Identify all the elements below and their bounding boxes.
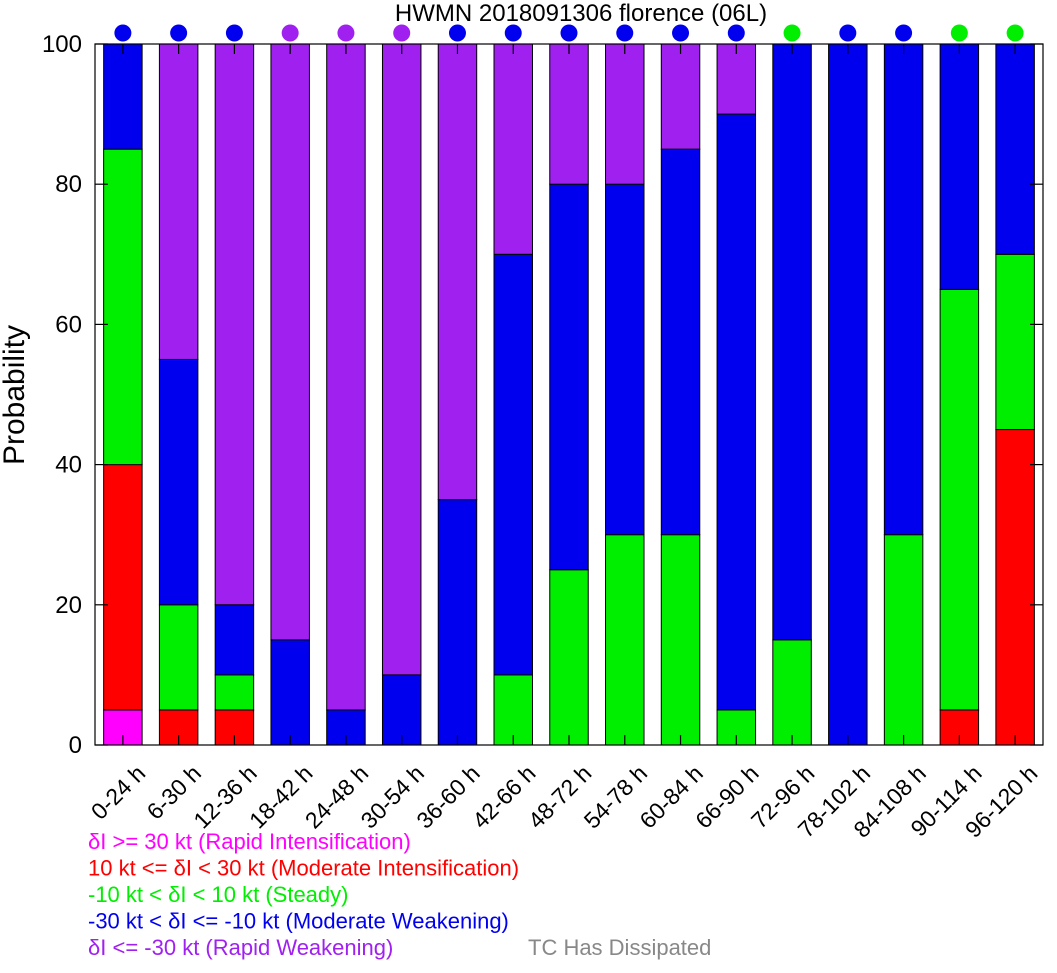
y-tick-label-3: 60 <box>55 311 82 338</box>
bar-segment-7-4 <box>493 43 533 255</box>
legend: δI >= 30 kt (Rapid Intensification)10 kt… <box>88 829 711 960</box>
top-marker-4 <box>337 24 355 42</box>
y-tick-label-4: 80 <box>55 171 82 198</box>
top-marker-16 <box>1006 24 1024 42</box>
bars-layer <box>103 43 1035 746</box>
legend-dissipated-note: TC Has Dissipated <box>528 935 711 960</box>
bar-segment-0-1 <box>103 464 143 711</box>
top-marker-3 <box>281 24 299 42</box>
bar-segment-9-2 <box>605 534 645 746</box>
top-markers-layer <box>114 24 1024 42</box>
bar-segment-16-1 <box>995 429 1035 746</box>
bar-segment-5-4 <box>381 43 422 676</box>
bar-segment-16-3 <box>995 43 1035 255</box>
bar-segment-1-2 <box>158 604 199 711</box>
bar-segment-10-4 <box>660 43 701 150</box>
top-marker-8 <box>560 24 578 42</box>
top-marker-0 <box>114 24 132 42</box>
bar-segment-8-2 <box>549 569 589 746</box>
bar-segment-15-2 <box>939 288 980 711</box>
top-marker-7 <box>504 24 522 42</box>
bar-segment-4-4 <box>326 43 366 711</box>
bar-segment-10-2 <box>660 534 701 746</box>
bar-segment-2-3 <box>214 604 255 676</box>
top-marker-12 <box>783 24 801 42</box>
top-marker-13 <box>839 24 857 42</box>
top-marker-5 <box>393 24 411 42</box>
legend-entry-1: 10 kt <= δI < 30 kt (Moderate Intensific… <box>88 856 519 881</box>
bar-segment-16-2 <box>995 253 1035 431</box>
bar-segment-12-3 <box>772 43 812 641</box>
bar-segment-2-2 <box>214 674 255 711</box>
bar-segment-2-4 <box>214 43 255 606</box>
top-marker-11 <box>727 24 745 42</box>
bar-segment-9-3 <box>605 183 645 536</box>
bar-segment-3-3 <box>270 639 310 746</box>
y-tick-label-0: 0 <box>69 732 82 759</box>
bar-segment-6-4 <box>437 43 478 501</box>
bar-segment-0-3 <box>103 43 143 150</box>
top-marker-15 <box>950 24 968 42</box>
top-marker-14 <box>895 24 913 42</box>
bar-segment-5-3 <box>381 674 422 746</box>
bar-segment-1-3 <box>158 358 199 606</box>
bar-segment-8-4 <box>549 43 589 185</box>
bar-segment-11-4 <box>716 43 757 115</box>
legend-entry-0: δI >= 30 kt (Rapid Intensification) <box>88 829 411 854</box>
bar-segment-13-3 <box>828 43 868 746</box>
top-marker-9 <box>616 24 634 42</box>
bar-segment-7-2 <box>493 674 533 746</box>
bar-segment-12-2 <box>772 639 812 746</box>
y-tick-label-5: 100 <box>42 31 82 58</box>
bar-segment-14-2 <box>883 534 924 746</box>
bar-segment-15-3 <box>939 43 980 290</box>
top-marker-6 <box>448 24 466 42</box>
bar-segment-10-3 <box>660 148 701 536</box>
bar-segment-0-2 <box>103 148 143 466</box>
bar-segment-6-3 <box>437 499 478 746</box>
chart-title: HWMN 2018091306 florence (06L) <box>395 0 767 27</box>
top-marker-2 <box>225 24 243 42</box>
top-marker-10 <box>672 24 690 42</box>
top-marker-1 <box>170 24 188 42</box>
bar-segment-1-4 <box>158 43 199 360</box>
y-tick-label-1: 20 <box>55 592 82 619</box>
bar-segment-3-4 <box>270 43 310 641</box>
bar-segment-9-4 <box>605 43 645 185</box>
y-tick-label-2: 40 <box>55 452 82 479</box>
bar-segment-7-3 <box>493 253 533 676</box>
legend-entry-2: -10 kt < δI < 10 kt (Steady) <box>88 882 348 907</box>
bar-segment-11-3 <box>716 113 757 711</box>
bar-segment-8-3 <box>549 183 589 571</box>
legend-entry-4: δI <= -30 kt (Rapid Weakening) <box>88 935 393 960</box>
bar-segment-14-3 <box>883 43 924 536</box>
y-axis-label: Probability <box>0 325 31 465</box>
legend-entry-3: -30 kt < δI <= -10 kt (Moderate Weakenin… <box>88 909 509 934</box>
